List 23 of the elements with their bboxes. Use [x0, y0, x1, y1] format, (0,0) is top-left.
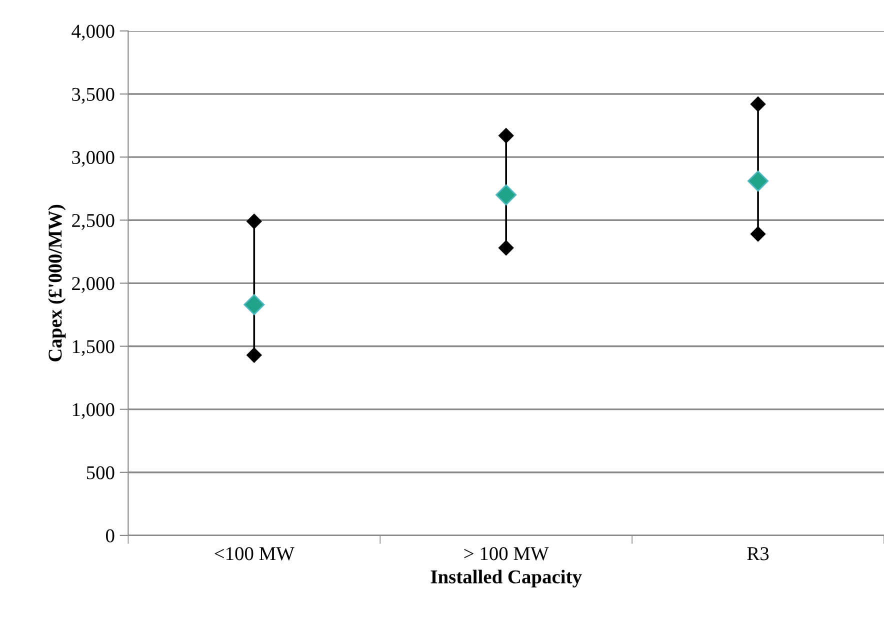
point	[748, 170, 769, 192]
x-tick-label: > 100 MW	[464, 547, 549, 560]
point	[750, 226, 766, 242]
y-tick-label: 3,500	[72, 88, 114, 104]
y-tick-label: 4,000	[72, 24, 114, 41]
y-tick-label: 1,500	[72, 340, 114, 356]
point	[750, 96, 766, 112]
x-tick-label: <100 MW	[214, 547, 294, 560]
x-axis-title: Installed Capacity	[430, 570, 582, 588]
point	[244, 294, 265, 316]
point	[246, 214, 262, 229]
y-tick-label: 500	[86, 466, 114, 480]
y-tick-label: 1,000	[72, 403, 114, 420]
y-tick-label: 0	[106, 529, 114, 542]
y-tick-label: 2,500	[72, 214, 114, 230]
point	[498, 128, 514, 144]
y-tick-label: 2,000	[72, 277, 114, 293]
point	[498, 240, 514, 256]
x-tick-label: R3	[747, 547, 769, 560]
y-tick-label: 3,000	[72, 150, 114, 167]
y-axis-title: Capex (£'000/MW)	[48, 204, 66, 362]
point	[246, 348, 262, 363]
point	[496, 184, 517, 206]
